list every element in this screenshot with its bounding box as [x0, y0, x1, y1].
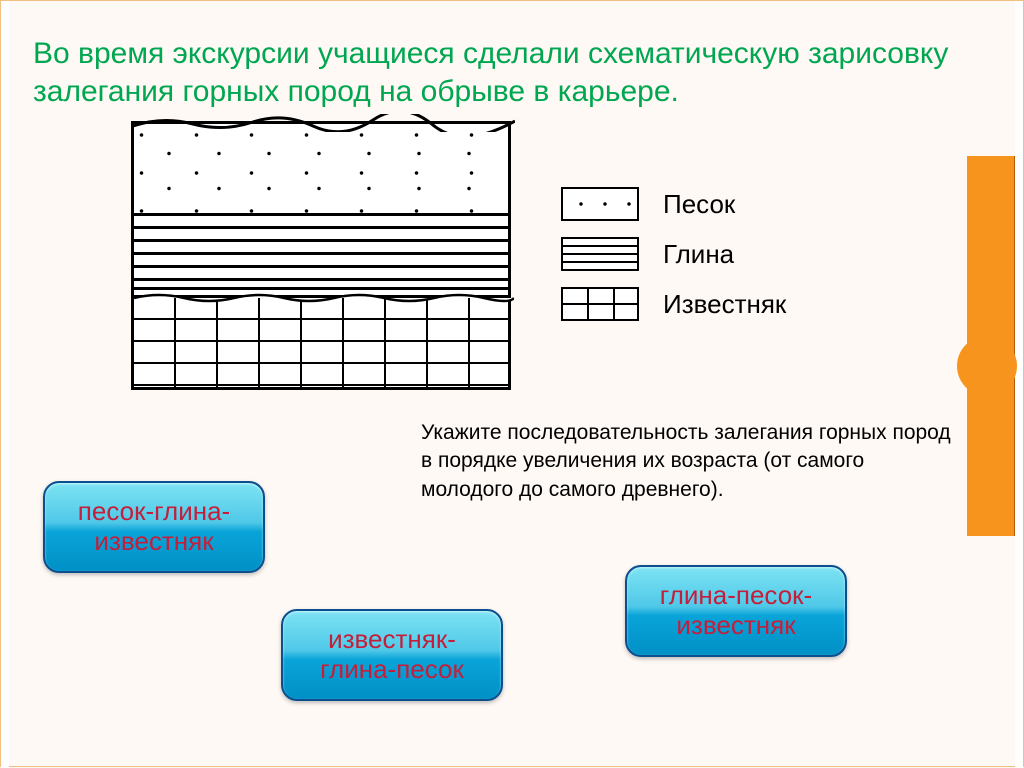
legend: Песок Глина Известняк — [561, 171, 786, 337]
layer-clay — [134, 213, 508, 287]
legend-label-lime: Известняк — [663, 289, 786, 320]
question-text: Во время экскурсии учащиеся сделали схем… — [33, 35, 953, 110]
strata-diagram: Песок Глина Известняк — [131, 121, 751, 390]
sub-question-text: Укажите последовательность залегания гор… — [421, 419, 951, 504]
orange-ornament — [967, 71, 1015, 631]
legend-label-clay: Глина — [663, 239, 734, 270]
legend-row-sand: Песок — [561, 187, 786, 221]
swatch-clay — [561, 237, 639, 271]
layer-sand — [134, 121, 508, 213]
answer-label-1: песок-глина-известняк — [45, 497, 263, 557]
answer-button-1[interactable]: песок-глина-известняк — [43, 481, 265, 573]
frame-right — [1015, 1, 1023, 768]
answer-label-2: известняк-глина-песок — [283, 625, 501, 685]
legend-label-sand: Песок — [663, 189, 735, 220]
swatch-sand — [561, 187, 639, 221]
layer-limestone — [134, 295, 508, 387]
frame-left — [1, 1, 9, 768]
swatch-lime — [561, 287, 639, 321]
answer-button-3[interactable]: глина-песок-известняк — [625, 565, 847, 657]
answer-label-3: глина-песок-известняк — [627, 581, 845, 641]
legend-row-lime: Известняк — [561, 287, 786, 321]
legend-row-clay: Глина — [561, 237, 786, 271]
answer-button-2[interactable]: известняк-глина-песок — [281, 609, 503, 701]
